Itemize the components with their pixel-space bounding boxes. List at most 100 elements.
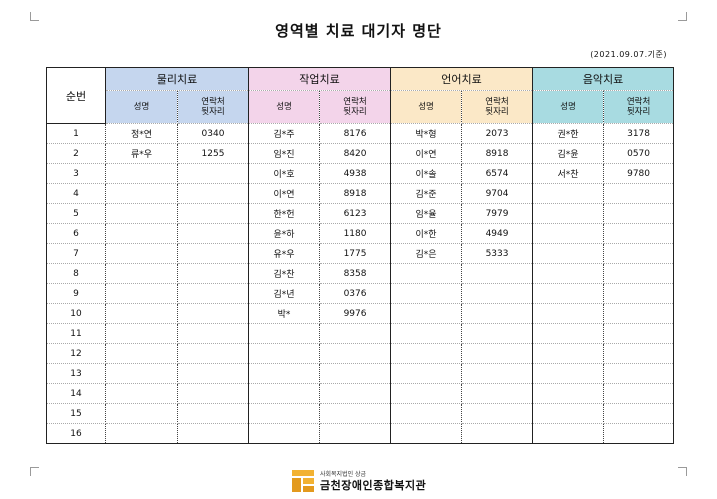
cell-name [532,343,605,364]
cell-name [532,223,605,244]
institution-logo-icon [292,470,314,492]
cell-contact-digits: 7979 [461,203,534,224]
cell-name [390,383,463,404]
cell-contact-digits [319,323,392,344]
subheader-contact-line1: 연락처 [626,97,651,107]
organization-name: 금천장애인종합복지관 [320,478,427,492]
subheader-name-occupational: 성명 [248,90,321,124]
cell-name [105,383,178,404]
cell-name: 박* [248,303,321,324]
cell-name [105,263,178,284]
cell-contact-digits: 4949 [461,223,534,244]
cell-contact-digits [603,303,675,324]
table-row: 7 유*우 1775 김*은 5333 [46,243,675,264]
cell-name: 이*연 [248,183,321,204]
subheader-contact-speech: 연락처 뒷자리 [461,90,534,124]
cell-contact-digits [176,243,250,264]
subheader-contact-physical: 연락처 뒷자리 [176,90,250,124]
cell-name: 임*진 [248,143,321,164]
cell-contact-digits [461,423,534,444]
order-column-header: 순번 [46,67,106,124]
cell-name: 이*솔 [390,163,463,184]
cell-contact-digits [461,323,534,344]
cell-name: 김*년 [248,283,321,304]
row-number: 5 [46,203,106,224]
table-row: 11 [46,323,675,344]
cell-name [390,403,463,424]
cell-contact-digits [176,323,250,344]
table-row: 4 이*연 8918 김*준 9704 [46,183,675,204]
cell-contact-digits [176,203,250,224]
subheader-contact-line2: 뒷자리 [201,107,225,117]
cell-contact-digits [603,323,675,344]
cell-contact-digits [603,423,675,444]
cell-name [105,223,178,244]
cell-name [248,323,321,344]
cell-contact-digits [176,183,250,204]
cell-contact-digits [176,363,250,384]
cell-contact-digits: 8918 [319,183,392,204]
subheader-contact-line2: 뒷자리 [343,107,367,117]
subheader-contact-line1: 연락처 [343,97,367,107]
row-number: 3 [46,163,106,184]
cell-name [248,383,321,404]
cell-name: 서*찬 [532,163,605,184]
cell-name: 김*준 [390,183,463,204]
cell-contact-digits [176,263,250,284]
page-corner-mark [678,12,687,21]
row-number: 6 [46,223,106,244]
subheader-contact-music: 연락처 뒷자리 [603,90,675,124]
cell-name: 이*연 [390,143,463,164]
cell-name: 류*우 [105,143,178,164]
cell-contact-digits [176,383,250,404]
cell-name [532,263,605,284]
cell-name [105,363,178,384]
cell-name [105,163,178,184]
cell-contact-digits: 4938 [319,163,392,184]
cell-name [105,323,178,344]
cell-name [532,203,605,224]
cell-contact-digits: 0570 [603,143,675,164]
cell-contact-digits: 1180 [319,223,392,244]
cell-name [532,323,605,344]
cell-contact-digits [176,343,250,364]
row-number: 8 [46,263,106,284]
cell-name: 한*헌 [248,203,321,224]
row-number: 16 [46,423,106,444]
cell-name [390,363,463,384]
area-header-music-therapy: 음악치료 [532,67,675,91]
cell-name: 이*한 [390,223,463,244]
area-header-physical-therapy: 물리치료 [104,67,250,91]
cell-contact-digits [603,363,675,384]
subheader-contact-line1: 연락처 [485,97,509,107]
organization-parent-label: 사회복지법인 상금 [320,470,367,478]
cell-name [390,303,463,324]
area-header-occupational-therapy: 작업치료 [248,67,392,91]
row-number: 11 [46,323,106,344]
cell-contact-digits [319,383,392,404]
cell-name: 김*은 [390,243,463,264]
cell-contact-digits [461,303,534,324]
cell-contact-digits [176,283,250,304]
cell-name [532,383,605,404]
cell-name [105,243,178,264]
cell-contact-digits [603,223,675,244]
cell-contact-digits [603,403,675,424]
cell-name [532,243,605,264]
row-number: 4 [46,183,106,204]
cell-name: 김*찬 [248,263,321,284]
cell-contact-digits: 9780 [603,163,675,184]
cell-contact-digits [603,183,675,204]
cell-contact-digits [319,423,392,444]
subheader-contact-line2: 뒷자리 [485,107,509,117]
row-number: 9 [46,283,106,304]
table-row: 2 류*우 1255 임*진 8420 이*연 8918 김*윤 0570 [46,143,675,164]
cell-contact-digits: 9976 [319,303,392,324]
row-number: 1 [46,123,106,144]
cell-name: 권*한 [532,123,605,144]
table-row: 3 이*호 4938 이*솔 6574 서*찬 9780 [46,163,675,184]
cell-name [105,283,178,304]
cell-name [390,423,463,444]
cell-name [532,403,605,424]
table-row: 15 [46,403,675,424]
